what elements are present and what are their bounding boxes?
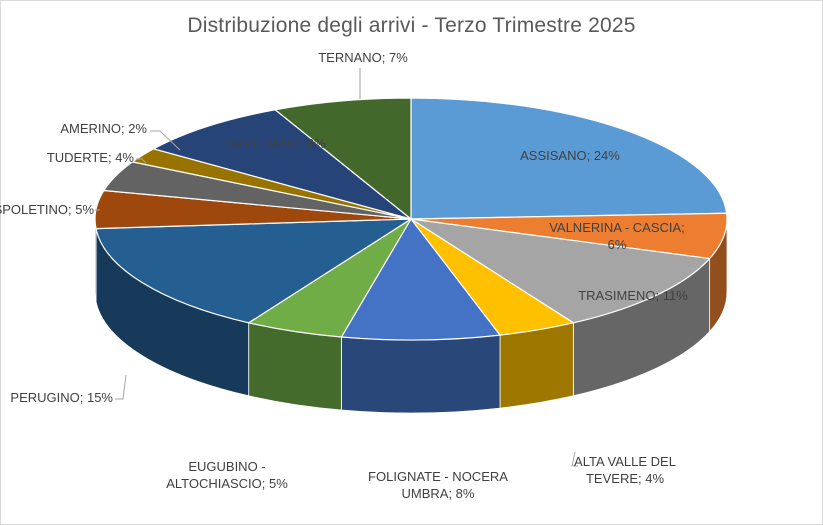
data-label-tuderte: TUDERTE; 4% <box>47 150 135 165</box>
pie-slice-perugino <box>95 218 412 324</box>
data-label-amerino: AMERINO; 2% <box>60 121 147 136</box>
chart-title: Distribuzione degli arrivi - Terzo Trime… <box>187 14 636 37</box>
data-label-valnerina-cascia: VALNERINA - CASCIA; 6% <box>549 220 685 252</box>
data-label-ternano: TERNANO; 7% <box>318 50 408 65</box>
data-label-alta-valle-del-tevere: ALTA VALLE DEL TEVERE; 4% <box>574 454 676 486</box>
pie-slice-folignate-nocera-umbra <box>340 218 501 341</box>
pie-slice-orvietano <box>152 109 412 220</box>
pie-sides <box>94 218 728 414</box>
data-label-assisano: ASSISANO; 24% <box>520 148 620 163</box>
data-label-orvietano: ORVIETANO; 8% <box>224 136 326 151</box>
pie-slice-valnerina-cascia <box>410 212 728 260</box>
data-label-folignate-nocera-umbra: FOLIGNATE - NOCERA UMBRA; 8% <box>368 469 508 501</box>
leader-line <box>115 374 127 400</box>
pie-slice-trasimeno <box>410 218 711 324</box>
data-label-spoletino: SPOLETINO; 5% <box>0 202 94 217</box>
pie-tops <box>94 97 728 341</box>
pie-slice-side-folignate-nocera-umbra <box>340 334 501 414</box>
pie-slice-side-alta-valle-del-tevere <box>499 322 574 409</box>
leader-line <box>150 130 181 151</box>
data-label-trasimeno: TRASIMENO; 11% <box>578 288 688 303</box>
leader-line <box>571 451 578 467</box>
pie-slice-side-spoletino <box>94 218 97 302</box>
pie-slice-ternano <box>274 97 412 220</box>
data-label-eugubino-altochiascio: EUGUBINO -ALTOCHIASCIO; 5% <box>166 459 288 491</box>
leader-line <box>136 158 147 164</box>
data-labels: ASSISANO; 24% VALNERINA - CASCIA; 6% TRASIM… <box>0 50 688 501</box>
pie-slice-assisano <box>410 97 728 220</box>
data-label-perugino: PERUGINO; 15% <box>10 390 113 405</box>
